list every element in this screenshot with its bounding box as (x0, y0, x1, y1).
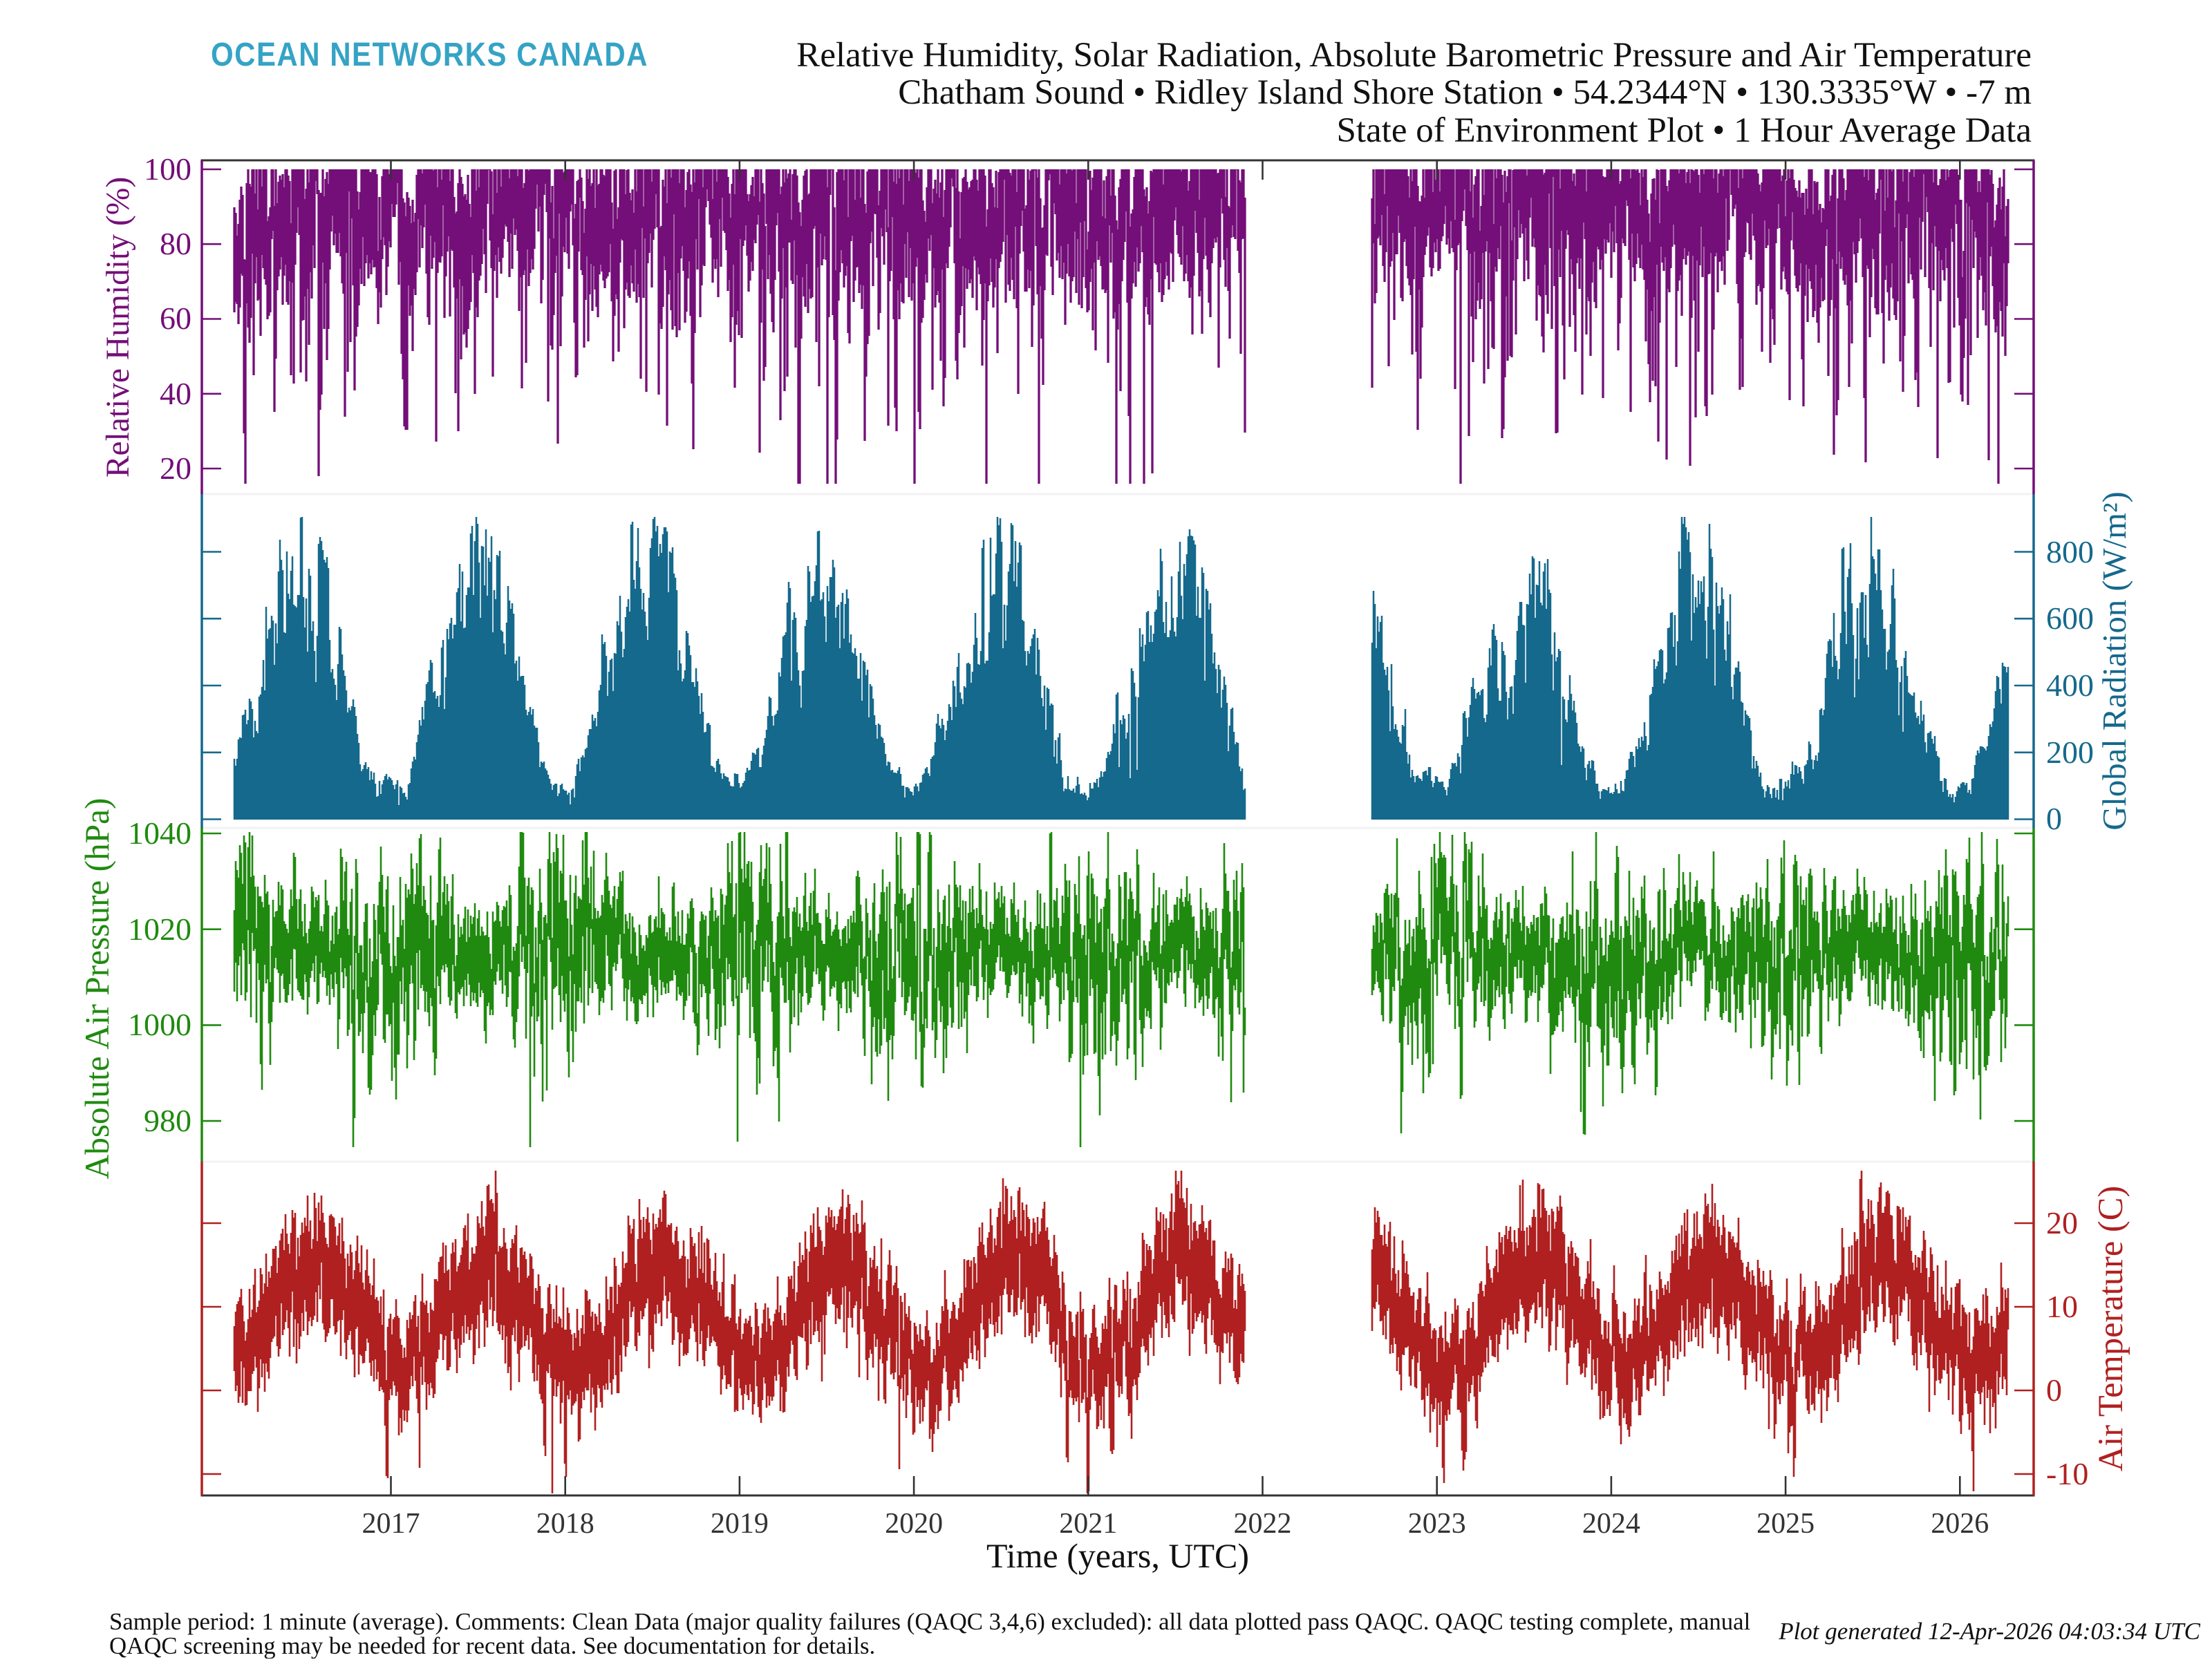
svg-text:0: 0 (2046, 1372, 2062, 1408)
svg-text:OCEAN NETWORKS CANADA: OCEAN NETWORKS CANADA (211, 35, 648, 73)
svg-text:40: 40 (160, 376, 191, 411)
svg-text:2017: 2017 (362, 1508, 420, 1540)
svg-text:1020: 1020 (128, 912, 191, 947)
svg-text:1000: 1000 (128, 1007, 191, 1042)
svg-text:80: 80 (160, 226, 191, 261)
svg-text:Time (years, UTC): Time (years, UTC) (986, 1536, 1249, 1575)
svg-text:2018: 2018 (536, 1508, 594, 1540)
svg-text:2020: 2020 (885, 1508, 943, 1540)
svg-text:980: 980 (144, 1103, 191, 1138)
svg-text:800: 800 (2046, 534, 2094, 569)
svg-text:10: 10 (2046, 1289, 2078, 1324)
svg-text:200: 200 (2046, 735, 2094, 770)
svg-text:2023: 2023 (1408, 1508, 1466, 1540)
svg-text:-10: -10 (2046, 1456, 2088, 1491)
svg-text:2024: 2024 (1582, 1508, 1640, 1540)
svg-text:100: 100 (144, 151, 191, 187)
svg-text:400: 400 (2046, 668, 2094, 703)
svg-text:2022: 2022 (1234, 1508, 1292, 1540)
svg-text:600: 600 (2046, 601, 2094, 636)
svg-text:2019: 2019 (711, 1508, 769, 1540)
svg-text:1040: 1040 (128, 815, 191, 851)
svg-text:20: 20 (160, 451, 191, 486)
svg-text:QAQC screening may be needed f: QAQC screening may be needed for recent … (109, 1632, 875, 1659)
svg-text:2021: 2021 (1059, 1508, 1117, 1540)
svg-text:Chatham Sound • Ridley Island: Chatham Sound • Ridley Island Shore Stat… (898, 73, 2032, 112)
svg-text:Plot generated 12-Apr-2026 04:: Plot generated 12-Apr-2026 04:03:34 UTC (1778, 1618, 2200, 1645)
svg-text:0: 0 (2046, 801, 2062, 836)
svg-text:State of Environment Plot • 1: State of Environment Plot • 1 Hour Avera… (1336, 111, 2032, 150)
svg-text:Sample period: 1 minute (avera: Sample period: 1 minute (average). Comme… (109, 1608, 1750, 1635)
svg-text:2026: 2026 (1931, 1508, 1989, 1540)
svg-text:Air Temperature (C): Air Temperature (C) (2091, 1186, 2130, 1471)
svg-text:Relative Humidity, Solar Radia: Relative Humidity, Solar Radiation, Abso… (796, 36, 2032, 75)
svg-text:Relative Humidity (%): Relative Humidity (%) (100, 177, 136, 478)
svg-text:2025: 2025 (1756, 1508, 1815, 1540)
svg-text:60: 60 (160, 301, 191, 336)
svg-text:Absolute Air Pressure (hPa): Absolute Air Pressure (hPa) (78, 798, 116, 1180)
svg-text:Global Radiation (W/m²): Global Radiation (W/m²) (2096, 491, 2133, 831)
svg-text:20: 20 (2046, 1205, 2078, 1240)
